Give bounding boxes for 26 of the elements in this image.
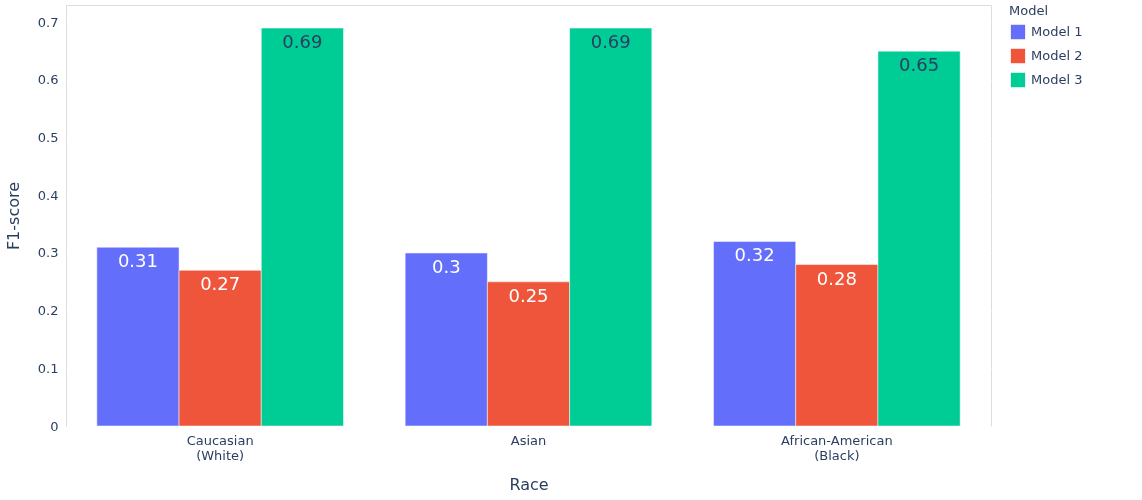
data-label: 0.31 [117,250,158,272]
legend-label: Model 3 [1031,72,1083,87]
x-tick-label: Caucasian (White) [186,432,254,463]
x-tick-label: African-American (Black) [781,432,893,463]
legend-label: Model 1 [1031,24,1083,39]
y-tick-label: 0.3 [37,245,59,261]
y-tick-label: 0.1 [37,360,59,376]
y-tick-label: 0.5 [37,130,59,146]
y-tick-label: 0.6 [37,72,59,88]
legend-title: Model [1009,3,1049,18]
legend-label: Model 2 [1031,48,1083,63]
x-axis-title: Race [509,474,549,494]
y-tick-label: 0.7 [37,14,59,30]
data-label: 0.65 [899,54,940,76]
y-axis-title: F1-score [3,181,23,251]
y-tick-label: 0 [50,418,59,434]
data-label: 0.69 [590,31,631,53]
data-label: 0.32 [734,244,775,266]
x-tick-label: Asian [510,432,547,448]
data-label: 0.28 [816,267,857,289]
data-label: 0.69 [282,31,323,53]
y-tick-label: 0.4 [37,187,59,203]
data-label: 0.3 [431,255,461,277]
data-label: 0.27 [200,273,241,295]
data-label: 0.25 [508,284,549,306]
y-tick-label: 0.2 [37,303,59,319]
